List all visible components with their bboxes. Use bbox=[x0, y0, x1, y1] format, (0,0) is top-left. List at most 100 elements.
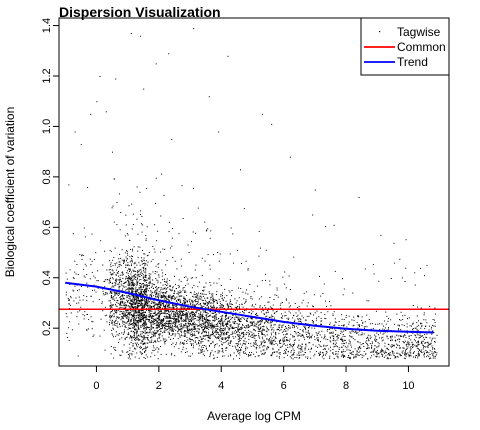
tagwise-point bbox=[69, 299, 70, 301]
tagwise-point bbox=[422, 344, 424, 346]
tagwise-point bbox=[130, 248, 132, 250]
tagwise-point bbox=[127, 296, 128, 298]
tagwise-point bbox=[302, 331, 304, 333]
tagwise-point bbox=[167, 309, 169, 311]
tagwise-point bbox=[83, 275, 85, 277]
tagwise-point bbox=[278, 324, 280, 326]
tagwise-point bbox=[280, 339, 282, 341]
tagwise-point bbox=[170, 334, 172, 336]
tagwise-point bbox=[109, 315, 111, 317]
tagwise-point bbox=[423, 354, 425, 356]
tagwise-point bbox=[431, 340, 433, 342]
tagwise-point bbox=[172, 334, 174, 336]
tagwise-point bbox=[211, 295, 213, 297]
tagwise-point bbox=[198, 331, 200, 333]
tagwise-point bbox=[431, 345, 433, 347]
tagwise-point bbox=[286, 337, 288, 338]
tagwise-point bbox=[378, 343, 380, 345]
tagwise-point bbox=[140, 272, 142, 274]
tagwise-point bbox=[409, 347, 411, 349]
tagwise-point bbox=[222, 322, 224, 324]
tagwise-point bbox=[261, 321, 262, 323]
tagwise-point bbox=[211, 350, 213, 352]
tagwise-point bbox=[129, 302, 131, 304]
tagwise-point bbox=[382, 333, 384, 335]
tagwise-point bbox=[73, 278, 75, 279]
tagwise-point bbox=[178, 320, 179, 322]
tagwise-point bbox=[358, 334, 360, 336]
tagwise-point bbox=[124, 305, 126, 307]
tagwise-point bbox=[182, 320, 184, 322]
tagwise-point bbox=[164, 305, 166, 307]
tagwise-point bbox=[138, 319, 140, 321]
tagwise-point bbox=[430, 328, 432, 330]
tagwise-point bbox=[139, 345, 141, 347]
tagwise-point bbox=[132, 248, 133, 250]
tagwise-point bbox=[119, 286, 121, 288]
tagwise-point bbox=[146, 318, 148, 320]
tagwise-point bbox=[180, 328, 182, 330]
tagwise-point bbox=[236, 344, 238, 346]
tagwise-point bbox=[368, 347, 370, 349]
tagwise-point bbox=[178, 328, 180, 330]
tagwise-point bbox=[157, 296, 158, 298]
tagwise-point bbox=[250, 296, 252, 297]
tagwise-point bbox=[307, 302, 309, 304]
tagwise-point bbox=[322, 356, 323, 358]
tagwise-point bbox=[412, 346, 414, 348]
tagwise-point bbox=[182, 303, 184, 304]
tagwise-point bbox=[165, 298, 167, 300]
tagwise-point bbox=[351, 336, 353, 338]
tagwise-point bbox=[262, 326, 264, 327]
tagwise-point bbox=[83, 227, 85, 229]
tagwise-point bbox=[137, 311, 139, 313]
tagwise-point bbox=[142, 344, 144, 346]
tagwise-point bbox=[390, 278, 392, 279]
tagwise-point bbox=[427, 345, 429, 347]
tagwise-point bbox=[76, 264, 78, 265]
tagwise-point bbox=[208, 316, 210, 317]
tagwise-point bbox=[319, 275, 320, 277]
tagwise-point bbox=[412, 329, 414, 331]
tagwise-point bbox=[351, 336, 352, 338]
tagwise-point bbox=[139, 339, 141, 341]
tagwise-point bbox=[213, 301, 215, 302]
tagwise-point bbox=[109, 278, 111, 280]
tagwise-point bbox=[323, 344, 325, 346]
tagwise-point bbox=[77, 311, 79, 313]
tagwise-point bbox=[251, 298, 253, 300]
tagwise-point bbox=[356, 351, 358, 352]
tagwise-point bbox=[269, 280, 271, 282]
tagwise-point bbox=[202, 314, 204, 316]
tagwise-point bbox=[125, 214, 127, 216]
tagwise-point bbox=[234, 321, 236, 323]
tagwise-point bbox=[214, 317, 215, 319]
tagwise-point bbox=[340, 330, 342, 332]
tagwise-point bbox=[142, 267, 144, 269]
tagwise-point bbox=[160, 215, 162, 217]
tagwise-point bbox=[146, 332, 148, 334]
tagwise-point bbox=[275, 343, 277, 344]
tagwise-point bbox=[152, 259, 154, 261]
tagwise-point bbox=[311, 334, 313, 336]
tagwise-point bbox=[353, 357, 355, 358]
tagwise-point bbox=[137, 270, 139, 272]
tagwise-point bbox=[141, 318, 143, 319]
tagwise-point bbox=[400, 335, 402, 337]
tagwise-point bbox=[273, 329, 275, 331]
tagwise-point bbox=[229, 302, 231, 304]
tagwise-point bbox=[148, 282, 150, 284]
tagwise-point bbox=[157, 263, 159, 265]
tagwise-point bbox=[109, 280, 111, 282]
tagwise-point bbox=[372, 264, 374, 266]
tagwise-point bbox=[124, 337, 126, 339]
tagwise-point bbox=[124, 252, 126, 254]
tagwise-point bbox=[211, 323, 213, 325]
tagwise-point bbox=[340, 355, 342, 357]
tagwise-point bbox=[413, 339, 415, 341]
tagwise-point bbox=[116, 306, 118, 308]
tagwise-point bbox=[397, 335, 399, 337]
tagwise-point bbox=[342, 324, 344, 326]
tagwise-point bbox=[116, 300, 118, 302]
tagwise-point bbox=[123, 262, 124, 264]
